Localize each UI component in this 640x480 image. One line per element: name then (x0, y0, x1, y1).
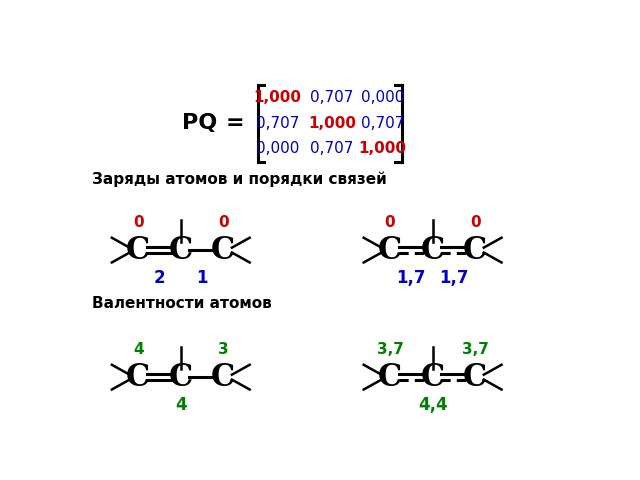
Text: PQ: PQ (182, 113, 218, 133)
Text: 1,000: 1,000 (253, 90, 301, 105)
Text: C: C (168, 235, 193, 265)
Text: 0: 0 (133, 215, 143, 230)
Text: 0,707: 0,707 (256, 116, 300, 131)
Text: 0,707: 0,707 (310, 141, 353, 156)
Text: C: C (126, 235, 150, 265)
Text: 1,7: 1,7 (439, 269, 468, 288)
Text: 1: 1 (196, 269, 208, 288)
Text: C: C (463, 235, 488, 265)
Text: Заряды атомов и порядки связей: Заряды атомов и порядки связей (92, 171, 387, 187)
Text: C: C (463, 361, 488, 393)
Text: 4: 4 (175, 396, 187, 414)
Text: 0,707: 0,707 (310, 90, 353, 105)
Text: 4,4: 4,4 (418, 396, 447, 414)
Text: 4: 4 (133, 342, 143, 357)
Text: 3,7: 3,7 (462, 342, 489, 357)
Text: C: C (420, 361, 445, 393)
Text: 0: 0 (470, 215, 481, 230)
Text: C: C (378, 235, 402, 265)
Text: 0: 0 (218, 215, 228, 230)
Text: 1,000: 1,000 (308, 116, 356, 131)
Text: 3,7: 3,7 (376, 342, 403, 357)
Text: 0,000: 0,000 (360, 90, 404, 105)
Text: 0,000: 0,000 (256, 141, 300, 156)
Text: C: C (420, 235, 445, 265)
Text: C: C (168, 361, 193, 393)
Text: C: C (211, 361, 236, 393)
Text: C: C (211, 235, 236, 265)
Text: =: = (226, 113, 244, 133)
Text: 2: 2 (154, 269, 165, 288)
Text: 0: 0 (385, 215, 396, 230)
Text: C: C (126, 361, 150, 393)
Text: 3: 3 (218, 342, 228, 357)
Text: Валентности атомов: Валентности атомов (92, 297, 271, 312)
Text: C: C (378, 361, 402, 393)
Text: 0,707: 0,707 (360, 116, 404, 131)
Text: 1,000: 1,000 (358, 141, 406, 156)
Text: 1,7: 1,7 (397, 269, 426, 288)
